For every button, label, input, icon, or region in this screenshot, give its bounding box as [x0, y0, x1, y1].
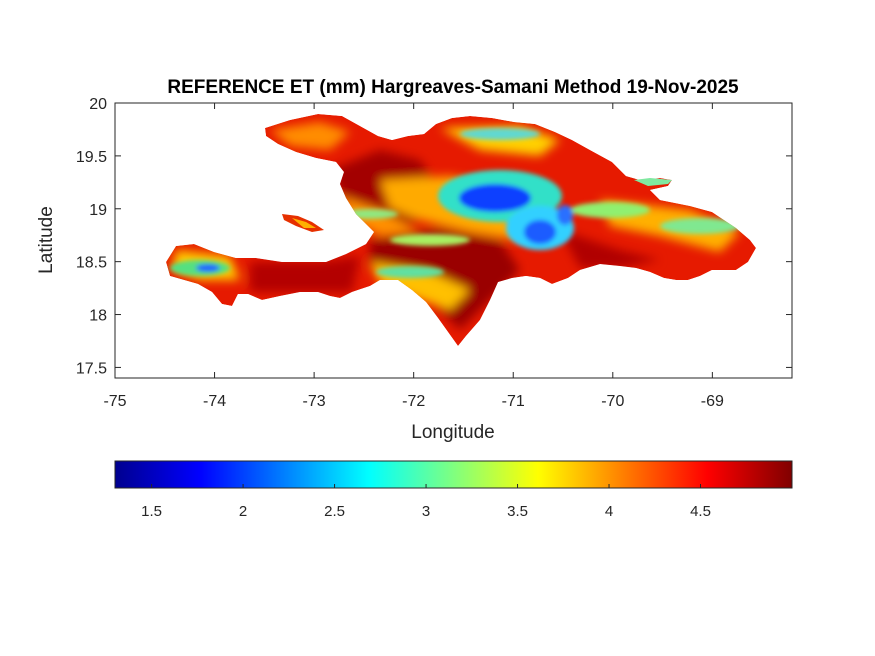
x-tick-label: -75 — [103, 393, 126, 410]
y-axis-label: Latitude — [36, 206, 57, 274]
x-axis-label: Longitude — [411, 422, 494, 443]
y-tick-label: 20 — [89, 96, 107, 113]
colorbar-tick-label: 1.5 — [141, 503, 162, 520]
colorbar-tick-label: 2 — [239, 503, 247, 520]
colorbar-tick-label: 3 — [422, 503, 430, 520]
colorbar-ticks: 1.5 2 2.5 3 3.5 4 4.5 — [141, 484, 711, 520]
y-tick-label: 18.5 — [76, 255, 107, 272]
gonave-island-core — [292, 218, 316, 228]
x-tick-label: -71 — [502, 393, 525, 410]
tortuga-island — [634, 178, 672, 186]
map-title: REFERENCE ET (mm) Hargreaves-Samani Meth… — [167, 77, 739, 98]
y-tick-label: 19.5 — [76, 149, 107, 166]
y-tick-label: 17.5 — [76, 360, 107, 377]
x-tick-label: -70 — [601, 393, 624, 410]
colorbar-tick-label: 3.5 — [507, 503, 528, 520]
colorbar-tick-label: 4 — [605, 503, 613, 520]
x-tick-label: -73 — [303, 393, 326, 410]
et-field — [166, 114, 756, 346]
x-tick-label: -72 — [402, 393, 425, 410]
colorbar — [114, 460, 793, 489]
colorbar-tick-label: 4.5 — [690, 503, 711, 520]
y-axis: 20 19.5 19 18.5 18 17.5 — [76, 96, 792, 377]
x-tick-label: -74 — [203, 393, 226, 410]
x-axis: -75 -74 -73 -72 -71 -70 -69 — [103, 103, 724, 410]
x-tick-label: -69 — [701, 393, 724, 410]
y-tick-label: 18 — [89, 308, 107, 325]
y-tick-label: 19 — [89, 202, 107, 219]
colorbar-tick-label: 2.5 — [324, 503, 345, 520]
